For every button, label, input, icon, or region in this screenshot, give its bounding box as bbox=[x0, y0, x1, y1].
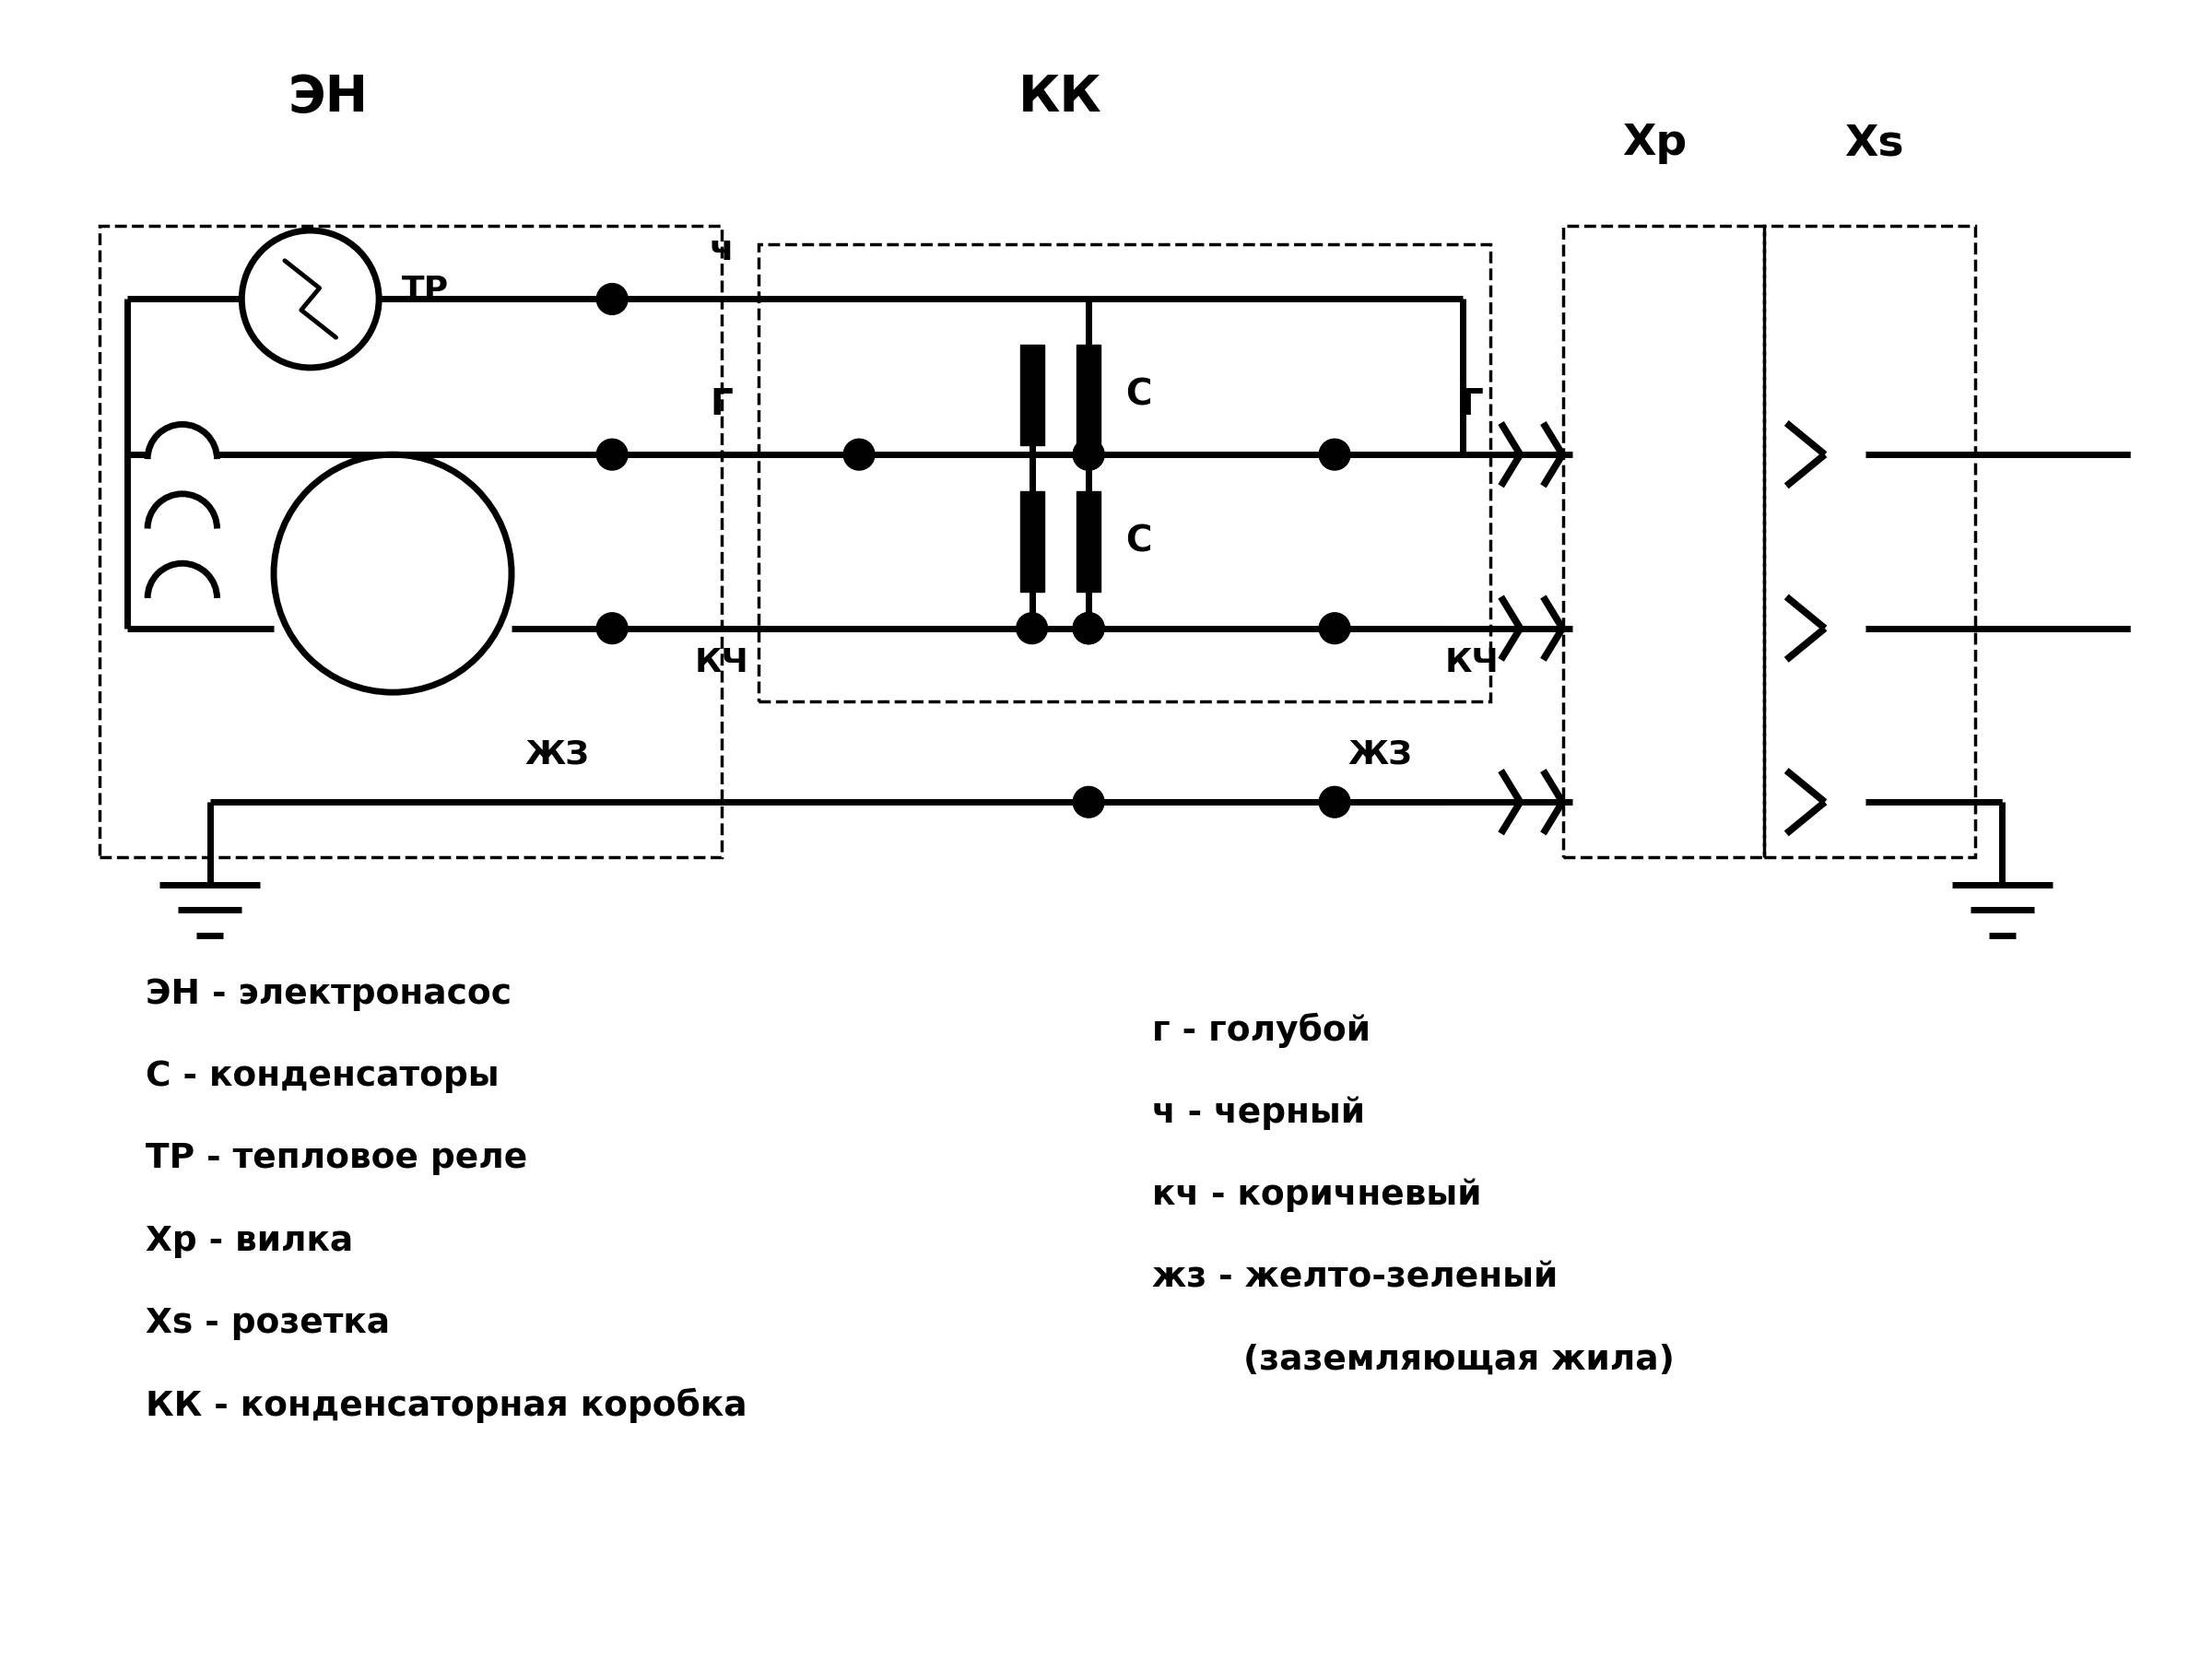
Text: ЭН: ЭН bbox=[288, 73, 369, 123]
Bar bbox=[1765, 226, 1975, 858]
Bar bbox=[1077, 345, 1102, 445]
Text: ЖЗ: ЖЗ bbox=[1347, 738, 1413, 770]
Text: КК: КК bbox=[1018, 73, 1102, 123]
Bar bbox=[1020, 491, 1044, 592]
Text: ЖЗ: ЖЗ bbox=[524, 738, 588, 770]
Circle shape bbox=[1073, 612, 1104, 644]
Text: ТР - тепловое реле: ТР - тепловое реле bbox=[146, 1141, 526, 1175]
Text: КК - конденсаторная коробка: КК - конденсаторная коробка bbox=[146, 1389, 748, 1423]
Circle shape bbox=[1318, 440, 1349, 469]
Circle shape bbox=[597, 440, 628, 469]
Circle shape bbox=[1015, 612, 1048, 644]
Circle shape bbox=[597, 612, 628, 644]
Text: Хр: Хр bbox=[1621, 123, 1688, 164]
Text: КЧ: КЧ bbox=[1444, 647, 1500, 679]
Circle shape bbox=[843, 440, 874, 469]
Circle shape bbox=[597, 284, 628, 315]
Text: С - конденсаторы: С - конденсаторы bbox=[146, 1060, 500, 1093]
Text: жз - желто-зеленый: жз - желто-зеленый bbox=[1152, 1261, 1557, 1294]
Text: г - голубой: г - голубой bbox=[1152, 1014, 1369, 1048]
Bar bbox=[100, 226, 721, 858]
Text: Хр - вилка: Хр - вилка bbox=[146, 1224, 354, 1258]
Text: Xs - розетка: Xs - розетка bbox=[146, 1307, 389, 1340]
Circle shape bbox=[1318, 786, 1349, 818]
Text: Xs: Xs bbox=[1845, 123, 1905, 164]
Text: кч - коричневый: кч - коричневый bbox=[1152, 1178, 1482, 1213]
Text: С: С bbox=[1126, 378, 1152, 413]
Text: ч - черный: ч - черный bbox=[1152, 1097, 1365, 1130]
Bar bbox=[1020, 345, 1044, 445]
Text: ЭН - электронасос: ЭН - электронасос bbox=[146, 977, 511, 1010]
Text: С: С bbox=[1126, 524, 1152, 559]
Circle shape bbox=[1073, 440, 1104, 469]
Circle shape bbox=[1073, 612, 1104, 644]
Text: ч: ч bbox=[710, 232, 734, 267]
Text: Г: Г bbox=[1460, 388, 1484, 423]
Bar bbox=[1564, 226, 1765, 858]
Circle shape bbox=[1073, 612, 1104, 644]
Bar bbox=[759, 244, 1491, 702]
Text: (заземляющая жила): (заземляющая жила) bbox=[1243, 1344, 1674, 1377]
Text: ТР: ТР bbox=[403, 274, 449, 305]
Circle shape bbox=[1318, 612, 1349, 644]
Text: КЧ: КЧ bbox=[695, 647, 750, 679]
Circle shape bbox=[1073, 786, 1104, 818]
Bar bbox=[1077, 491, 1102, 592]
Text: Г: Г bbox=[710, 388, 734, 423]
Circle shape bbox=[1073, 440, 1104, 469]
